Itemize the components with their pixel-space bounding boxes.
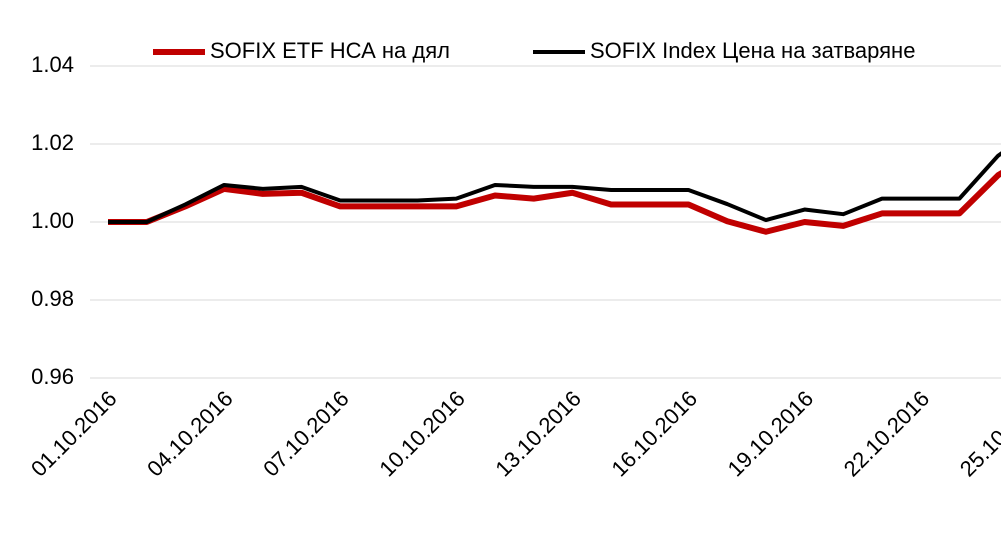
- x-tick-label: 16.10.2016: [606, 386, 702, 482]
- x-tick-label: 10.10.2016: [374, 386, 470, 482]
- legend-label-sofix-index-close: SOFIX Index Цена на затваряне: [590, 38, 915, 63]
- gridlines: [90, 65, 1001, 379]
- x-tick-label: 07.10.2016: [258, 386, 354, 482]
- y-axis-ticks: 1.04 1.02 1.00 0.98 0.96: [31, 52, 74, 389]
- x-tick-label: 19.10.2016: [723, 386, 819, 482]
- y-tick-label: 1.04: [31, 52, 74, 77]
- y-tick-label: 1.02: [31, 130, 74, 155]
- legend: SOFIX ETF НСА на дял SOFIX Index Цена на…: [153, 38, 915, 63]
- series-line-sofix-etf-nav: [108, 169, 1001, 235]
- y-tick-label: 1.00: [31, 208, 74, 233]
- legend-label-sofix-etf-nav: SOFIX ETF НСА на дял: [210, 38, 450, 63]
- series-line-sofix-index-close: [108, 151, 1001, 224]
- x-tick-label: 22.10.2016: [839, 386, 935, 482]
- y-tick-label: 0.98: [31, 286, 74, 311]
- x-tick-label: 13.10.2016: [490, 386, 586, 482]
- y-tick-label: 0.96: [31, 364, 74, 389]
- x-axis-ticks: 01.10.2016 04.10.2016 07.10.2016 10.10.2…: [26, 386, 1001, 482]
- x-tick-label: 25.10.2016: [955, 386, 1001, 482]
- x-tick-label: 04.10.2016: [142, 386, 238, 482]
- x-tick-label: 01.10.2016: [26, 386, 122, 482]
- series-lines: [108, 151, 1001, 235]
